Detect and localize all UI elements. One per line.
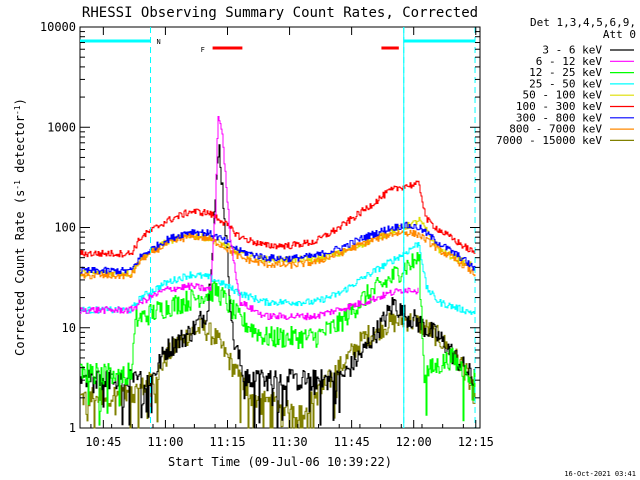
legend-label: 50 - 100 keV	[523, 89, 603, 102]
x-tick-label: 12:15	[458, 435, 494, 449]
y-tick-label: 10	[62, 321, 76, 335]
y-tick-label: 1	[69, 421, 76, 435]
y-axis-label-sup1: -1	[13, 180, 22, 190]
series-line-12to25keV	[80, 252, 476, 426]
legend-header-line2: Att 0	[603, 28, 636, 41]
x-tick-label: 12:00	[396, 435, 432, 449]
x-tick-label: 10:45	[85, 435, 121, 449]
series-line-3to6keV	[80, 144, 476, 429]
y-axis-label-sup2: -1	[13, 105, 22, 115]
y-tick-label: 10000	[40, 20, 76, 34]
x-tick-label: 11:45	[334, 435, 370, 449]
y-axis-label-end: )	[13, 98, 27, 105]
legend-label: 25 - 50 keV	[529, 77, 602, 90]
series-line-25to50keV	[80, 242, 476, 315]
night-label: N	[157, 38, 161, 46]
legend-label: 7000 - 15000 keV	[496, 134, 602, 147]
y-tick-label: 100	[54, 221, 76, 235]
legend-label: 300 - 800 keV	[516, 111, 602, 124]
legend-label: 100 - 300 keV	[516, 100, 602, 113]
x-tick-label: 11:15	[209, 435, 245, 449]
x-axis: 10:45 11:00 11:15 11:30 11:45 12:00 12:15	[85, 27, 494, 449]
legend-label: 6 - 12 keV	[536, 55, 603, 68]
y-tick-label: 1000	[47, 120, 76, 134]
legend-label: 12 - 25 keV	[529, 66, 602, 79]
series-layer	[80, 116, 476, 429]
legend-label: 3 - 6 keV	[542, 44, 602, 57]
y-axis-label-mid: detector	[13, 115, 27, 180]
series-line-100to300keV	[80, 180, 476, 258]
plot-area: NF	[79, 26, 481, 429]
series-line-800to7000keV	[80, 229, 476, 280]
x-tick-label: 11:30	[271, 435, 307, 449]
y-axis: 1 10 100 1000 10000	[40, 20, 480, 435]
chart-title: RHESSI Observing Summary Count Rates, Co…	[82, 5, 478, 21]
y-axis-label: Corrected Count Rate (s-1 detector-1)	[13, 98, 28, 356]
x-axis-label: Start Time (09-Jul-06 10:39:22)	[168, 455, 392, 469]
y-axis-label-main: Corrected Count Rate (s	[13, 190, 27, 356]
series-line-300to800keV	[80, 221, 476, 275]
generation-timestamp: 16-Oct-2021 03:41	[564, 470, 636, 478]
legend-header-line1: Det 1,3,4,5,6,9,	[530, 16, 636, 29]
legend-label: 800 - 7000 keV	[509, 123, 602, 136]
flare-label: F	[201, 46, 205, 54]
x-tick-label: 11:00	[147, 435, 183, 449]
series-line-6to12keV	[80, 116, 419, 321]
